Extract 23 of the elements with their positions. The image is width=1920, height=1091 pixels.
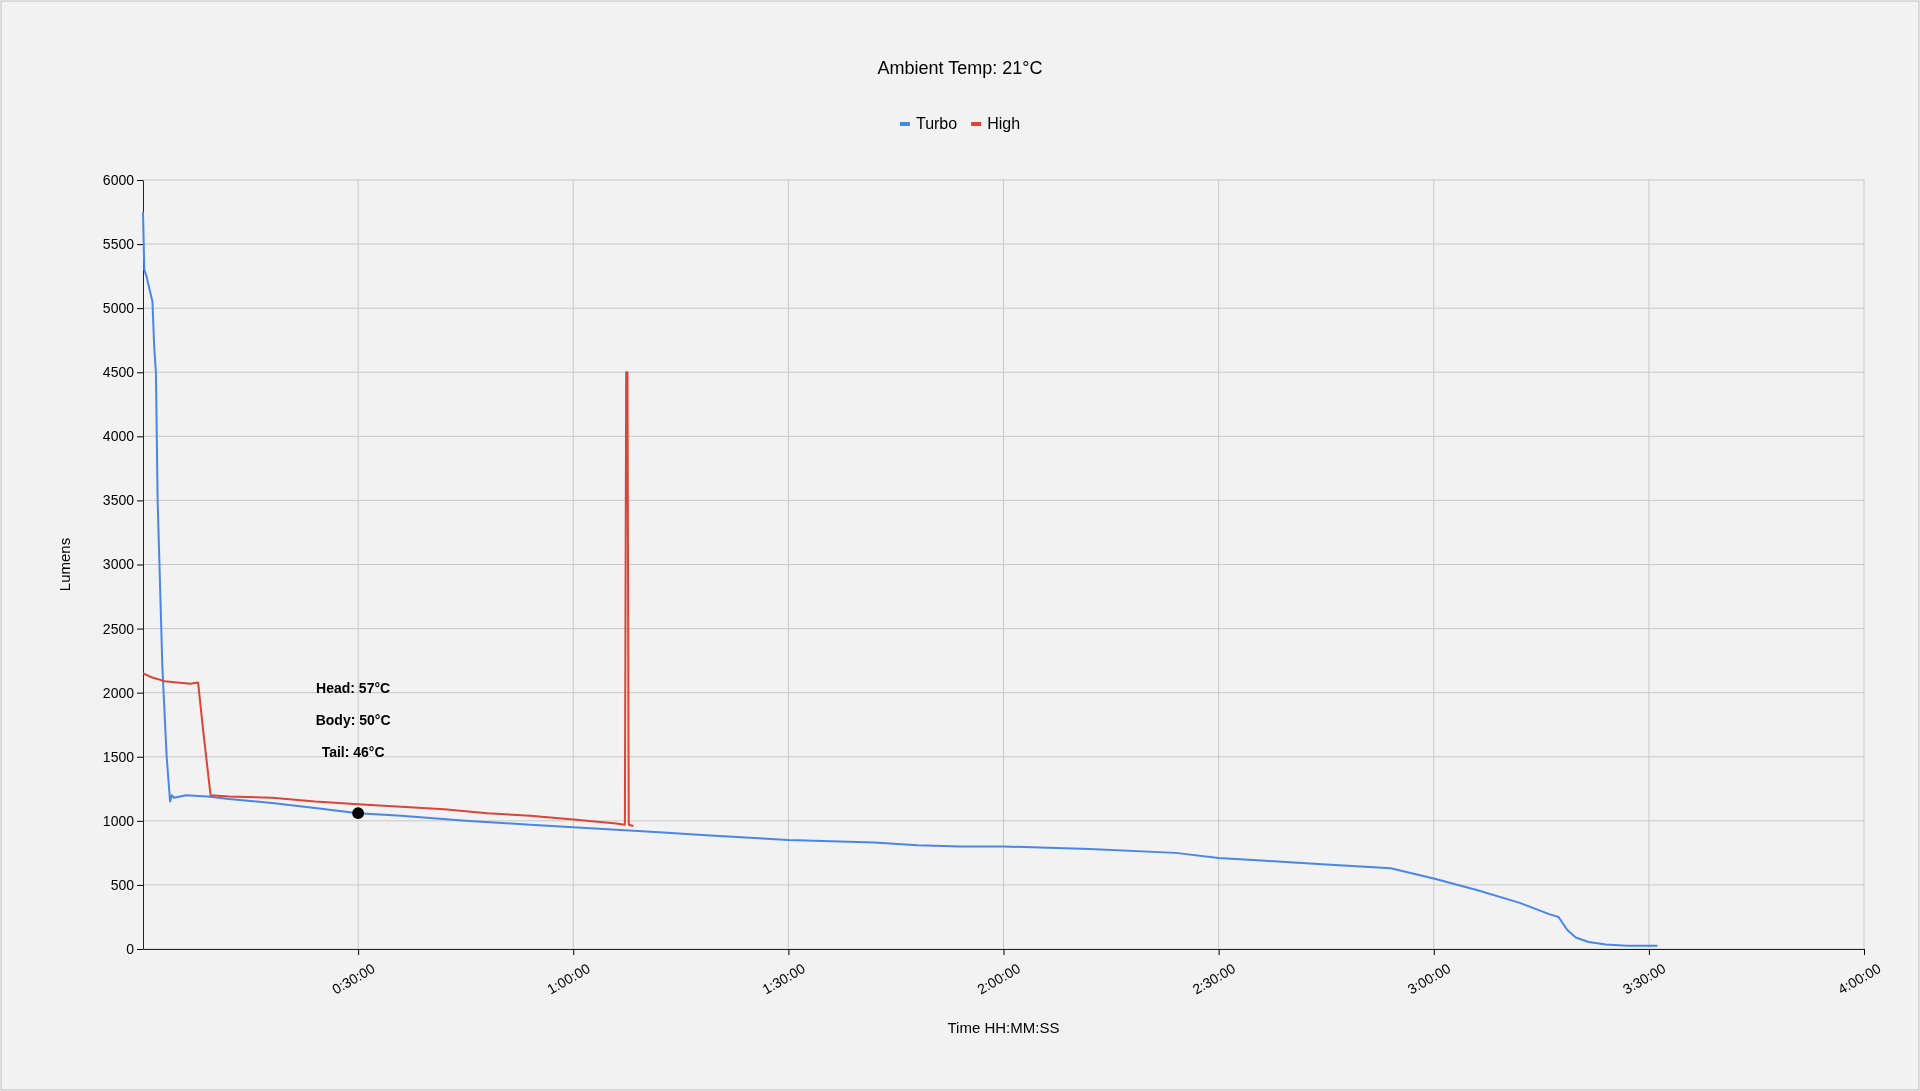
y-axis-title: Lumens xyxy=(56,537,73,592)
x-axis-title: Time HH:MM:SS xyxy=(947,1019,1060,1036)
y-tick-label: 3000 xyxy=(102,556,135,573)
y-tick-label: 5500 xyxy=(102,236,135,253)
y-tick-label: 4500 xyxy=(102,364,135,381)
legend-label: High xyxy=(987,115,1021,132)
y-tick-label: 3500 xyxy=(102,492,135,509)
legend-label: Turbo xyxy=(915,115,958,132)
y-tick-label: 6000 xyxy=(102,171,135,188)
y-tick-label: 500 xyxy=(110,876,135,893)
chart-title: Ambient Temp: 21°C xyxy=(877,58,1043,78)
y-tick-label: 1000 xyxy=(102,812,135,829)
y-tick-label: 4000 xyxy=(102,428,135,445)
line-series xyxy=(142,371,635,827)
annotation: Head: 57°C xyxy=(316,679,391,696)
y-tick-label: 2000 xyxy=(102,684,135,701)
annotation: Body: 50°C xyxy=(315,711,391,728)
y-tick-label: 1500 xyxy=(102,748,135,765)
annotation: Tail: 46°C xyxy=(321,743,385,760)
y-tick-label: 0 xyxy=(126,940,135,957)
line-series xyxy=(142,211,1659,947)
y-tick-label: 2500 xyxy=(102,620,135,637)
y-tick-label: 5000 xyxy=(102,300,135,317)
